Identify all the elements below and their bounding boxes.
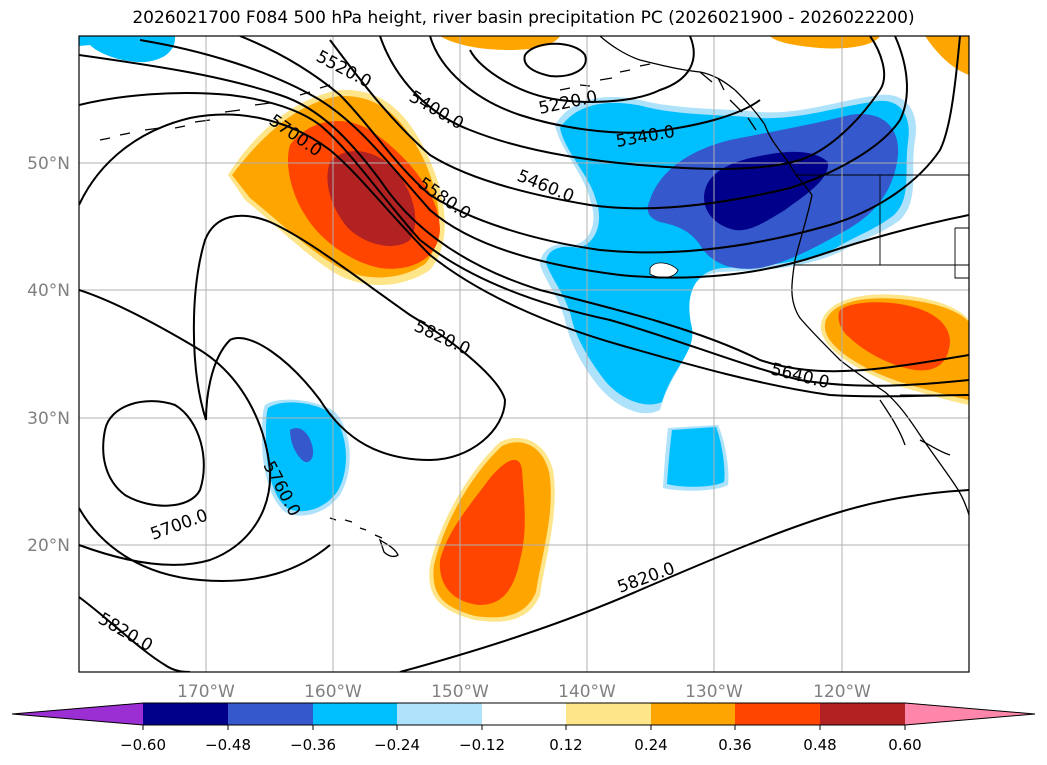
lat-tick-label: 20°N xyxy=(27,536,70,556)
colorbar-segment xyxy=(143,703,228,725)
colorbar-segment xyxy=(228,703,313,725)
contour-5760a xyxy=(79,113,969,398)
lon-tick-label: 120°W xyxy=(813,682,871,702)
colorbar-tick-label: 0.12 xyxy=(549,736,582,754)
lat-tick-label: 30°N xyxy=(27,409,70,429)
contour-5400 xyxy=(379,36,886,170)
contour-5820a xyxy=(192,214,507,462)
map-layers: 5520.0 5400.0 5220.0 5340.0 5700.0 5580.… xyxy=(79,36,969,672)
colorbar-segment xyxy=(482,703,566,725)
contour-5580 xyxy=(139,39,969,279)
contour-5820c xyxy=(399,489,969,672)
colorbar-tick-label: 0.60 xyxy=(888,736,921,754)
colorbar-extend-high xyxy=(905,703,1035,725)
lon-tick-label: 170°W xyxy=(177,682,235,702)
colorbar-tick-label: 0.48 xyxy=(803,736,836,754)
contour-5340 xyxy=(429,36,761,134)
precip-blob-ne-048 xyxy=(704,151,829,231)
contour-5700a xyxy=(79,92,969,387)
colorbar-segment xyxy=(651,703,735,725)
precip-blob-east-024 xyxy=(667,427,725,487)
height-contours xyxy=(79,36,969,672)
colorbar-segment xyxy=(313,703,397,725)
contour-5700b xyxy=(102,400,205,507)
colorbar-tick-label: −0.48 xyxy=(205,736,251,754)
lon-axis: 170°W 160°W 150°W 140°W 130°W 120°W xyxy=(177,682,871,702)
contour-left-b xyxy=(79,507,331,582)
colorbar-tick-label: −0.36 xyxy=(290,736,336,754)
lat-tick-label: 40°N xyxy=(27,281,70,301)
lat-axis: 50°N 40°N 30°N 20°N xyxy=(27,154,70,556)
lon-tick-label: 160°W xyxy=(304,682,362,702)
map-frame xyxy=(78,35,970,673)
colorbar-extend-low xyxy=(12,703,143,725)
contour-5280 xyxy=(469,36,695,103)
contour-5460 xyxy=(329,36,908,210)
contour-5760b xyxy=(79,289,272,566)
precip-blob-south-036 xyxy=(439,459,525,605)
precip-blob-top-center xyxy=(440,36,560,50)
lat-tick-label: 50°N xyxy=(27,154,70,174)
precip-blob-top-right-a xyxy=(770,36,880,49)
lon-tick-label: 140°W xyxy=(558,682,616,702)
colorbar-tick-label: −0.24 xyxy=(374,736,420,754)
precip-blob-nw-048 xyxy=(327,151,416,247)
colorbar-tick-label: −0.60 xyxy=(120,736,166,754)
contour-5640 xyxy=(79,54,969,373)
colorbar-segment xyxy=(397,703,482,725)
colorbar-tick-label: −0.12 xyxy=(459,736,505,754)
colorbar-tick-label: 0.24 xyxy=(634,736,667,754)
contour-5520 xyxy=(239,36,961,254)
colorbar: −0.60 −0.48 −0.36 −0.24 −0.12 0.12 0.24 … xyxy=(11,702,1036,754)
colorbar-segment xyxy=(820,703,905,725)
colorbar-segment xyxy=(735,703,820,725)
map-title: 2026021700 F084 500 hPa height, river ba… xyxy=(132,8,915,28)
lon-tick-label: 130°W xyxy=(685,682,743,702)
lon-tick-label: 150°W xyxy=(431,682,489,702)
precip-blob-ca-036 xyxy=(838,302,950,371)
colorbar-segment xyxy=(566,703,651,725)
precip-blob-hawaii-036 xyxy=(290,428,314,463)
contour-5220 xyxy=(523,42,587,78)
colorbar-tick-label: 0.36 xyxy=(718,736,751,754)
